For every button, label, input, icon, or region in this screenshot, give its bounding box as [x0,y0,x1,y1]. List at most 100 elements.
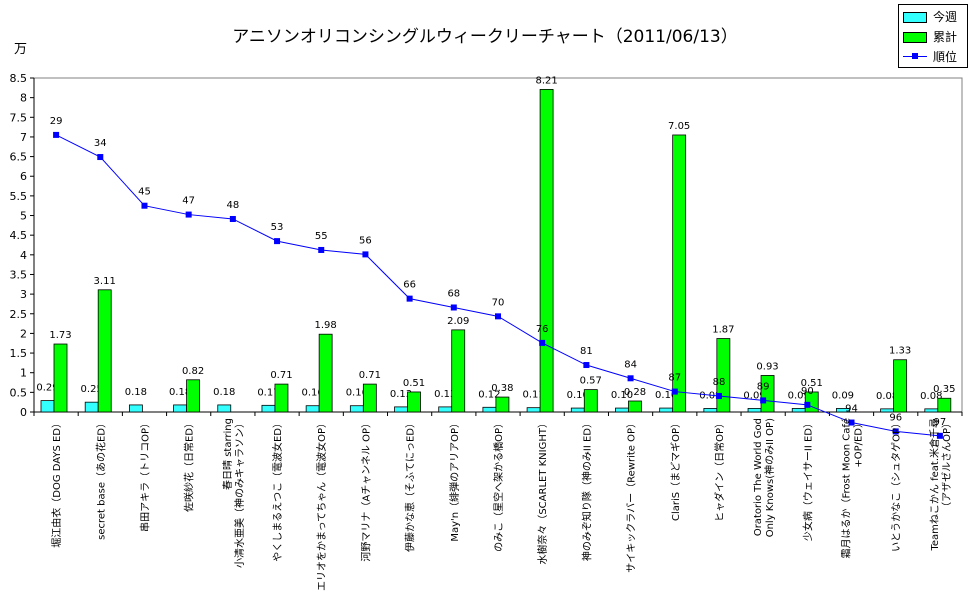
rank-marker [848,419,855,426]
bar-weekly [84,401,99,413]
legend-label-rank: 順位 [933,50,958,64]
data-label-rank: 48 [226,200,239,211]
data-label-weekly: 0.13 [434,389,456,400]
x-category-label-line: 水樹奈々（SCARLET KNIGHT） [536,418,549,565]
x-category-label: ClariS（まどマギOP） [670,418,682,521]
data-label-weekly: 0.10 [655,390,677,401]
data-label-rank: 76 [536,324,549,335]
data-label-rank: 89 [757,381,770,392]
legend-label-weekly: 今週 [933,10,958,24]
y-tick-label: 2.5 [10,308,28,321]
bar-weekly [836,408,850,413]
legend-marker-rank [912,53,918,59]
x-category-label-line: 小清水亜美（神のみキャラソン） [233,418,246,568]
x-category-label-line: サイキックラバー（Rewrite OP） [626,418,638,573]
data-label-weekly: 0.25 [81,384,103,395]
data-label-rank: 81 [580,346,593,357]
data-label-cumulative: 2.09 [447,316,469,327]
data-label-cumulative: 1.73 [49,330,71,341]
bar-cumulative [407,391,421,413]
bar-cumulative [362,383,377,413]
y-tick-label: 7 [20,131,27,144]
x-category-label: ヒャダイン（日常OP） [713,418,726,522]
bar-weekly [173,404,187,413]
x-category-label: 河野マリナ（Aチャンネル OP） [360,418,372,562]
x-category-label-line: 春日晴 starring [221,418,234,490]
x-category-label-line: Teamねこかん feat.米倉千尋 [928,418,941,552]
bar-weekly [261,404,276,413]
legend-swatch-weekly [903,12,927,23]
data-label-cumulative: 0.51 [403,378,425,389]
data-label-cumulative: 0.51 [801,378,823,389]
rank-marker [539,339,546,346]
x-category-label: やくしまるえつこ（電波女ED） [271,418,284,562]
data-label-weekly: 0.09 [699,390,721,401]
data-label-weekly: 0.12 [478,389,500,400]
y-tick-label: 6 [20,170,27,183]
x-category-label-line: ヒャダイン（日常OP） [713,418,726,522]
x-category-label: May'n（緋弾のアリアOP） [448,418,461,542]
data-label-weekly: 0.10 [567,390,589,401]
legend-swatch-cumulative [903,32,927,43]
data-label-weekly: 0.08 [876,391,898,402]
rank-marker [450,304,457,311]
x-category-label-line: May'n（緋弾のアリアOP） [448,418,461,542]
y-tick-label: 0.5 [10,386,28,399]
x-category-label-line: のみこ（星空へ架かる橋OP） [492,418,505,552]
data-label-rank: 45 [138,187,151,198]
rank-marker [627,375,634,382]
x-category-label: エリオをかまってちゃん（電波女OP） [315,418,328,591]
x-category-label-line: Only Knows(神のみII OP) [763,418,776,537]
x-category-label-line: +OP/ED） [853,418,865,468]
x-category-label-line: いとうかなこ（シュタゲOP） [891,418,903,552]
x-category-label: 佐咲紗花（日常ED） [183,418,196,512]
rank-marker [274,238,281,245]
data-label-weekly: 0.29 [36,383,58,394]
bar-weekly [217,404,232,413]
data-label-cumulative: 8.21 [535,75,557,86]
data-label-weekly: 0.13 [390,389,412,400]
bar-weekly [703,408,718,413]
x-category-label-line: ClariS（まどマギOP） [670,418,682,521]
rank-marker [185,211,192,218]
x-category-label-line: 霜月はるか（Frost Moon Café [841,418,853,559]
y-tick-label: 5 [20,210,27,223]
bar-cumulative [893,359,908,413]
y-tick-label: 3 [20,288,27,301]
legend-item-rank: 順位 [903,47,967,65]
rank-marker [141,202,148,209]
bar-cumulative [318,333,333,413]
rank-marker [760,397,767,404]
data-label-weekly: 0.09 [743,390,765,401]
data-label-rank: 87 [668,373,681,384]
legend-label-cumulative: 累計 [933,30,958,44]
data-label-rank: 56 [359,235,372,246]
chart-title: アニソンオリコンシングルウィークリーチャート（2011/06/13） [232,27,738,47]
x-category-label: Oratorio The World GodOnly Knows(神のみII O… [753,418,776,537]
bar-weekly [924,408,939,413]
rank-marker [229,215,236,222]
data-label-rank: 55 [315,231,328,242]
rank-marker [362,251,369,258]
x-category-label: いとうかなこ（シュタゲOP） [891,418,903,552]
bar-weekly [40,400,55,413]
rank-marker [318,246,325,253]
legend: 今週 累計 順位 [898,4,968,68]
x-category-label: 霜月はるか（Frost Moon Café+OP/ED） [841,418,865,559]
rank-marker [936,432,943,439]
bar-cumulative [539,88,554,413]
data-label-rank: 88 [713,377,726,388]
y-tick-label: 2 [20,327,27,340]
bar-weekly [128,404,143,413]
data-label-rank: 66 [403,280,416,291]
data-label-rank: 94 [845,404,858,415]
bar-weekly [305,405,320,413]
bar-weekly [482,406,497,413]
data-label-weekly: 0.18 [169,387,191,398]
bar-weekly [570,407,585,413]
rank-marker [53,131,60,138]
data-label-cumulative: 0.57 [580,376,602,387]
data-label-cumulative: 0.35 [933,384,955,395]
y-tick-label: 8 [20,92,27,105]
